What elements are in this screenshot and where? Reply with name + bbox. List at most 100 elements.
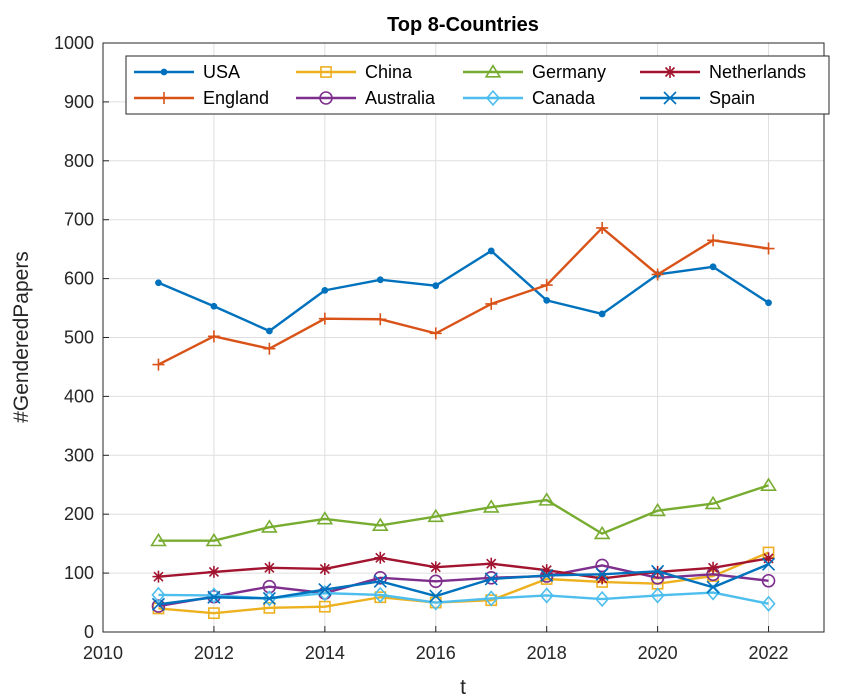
data-point <box>207 565 220 578</box>
legend: USA England China Australia Germany Canada Net… <box>125 55 830 115</box>
data-point <box>318 600 331 613</box>
y-tick-label: 900 <box>64 92 94 112</box>
legend-item-china: China <box>296 62 413 82</box>
data-point <box>650 587 665 604</box>
x-tick-label: 2010 <box>83 643 123 663</box>
data-point <box>371 517 389 531</box>
data-point <box>155 279 162 287</box>
data-point <box>485 297 498 310</box>
data-point <box>150 532 167 547</box>
x-axis-label: t <box>460 676 466 699</box>
data-point <box>432 282 440 290</box>
legend-marker <box>664 66 676 78</box>
series-line <box>157 226 769 366</box>
data-point <box>651 268 664 281</box>
legend-label: Australia <box>365 88 436 108</box>
data-point <box>761 557 776 571</box>
legend-marker <box>319 91 333 105</box>
legend-label: Canada <box>532 88 596 108</box>
data-point <box>318 583 332 597</box>
series-line <box>157 249 770 333</box>
data-point <box>427 508 445 523</box>
legend-label: Spain <box>709 88 755 108</box>
data-point <box>373 574 387 588</box>
data-point <box>208 607 220 620</box>
data-point <box>709 263 717 271</box>
y-axis-label: #GenderedPapers <box>10 251 33 423</box>
data-point <box>151 599 166 613</box>
data-point <box>207 590 221 604</box>
data-point <box>484 590 499 607</box>
data-point <box>765 299 772 307</box>
series-line <box>158 484 769 542</box>
data-point <box>596 572 609 585</box>
legend-item-england: England <box>134 88 269 108</box>
series-germany <box>150 477 777 547</box>
legend-marker <box>160 68 168 76</box>
data-point <box>151 597 166 611</box>
legend-label: Germany <box>532 62 606 82</box>
legend-label: Netherlands <box>709 62 806 82</box>
y-tick-label: 0 <box>84 622 94 642</box>
data-point <box>321 286 329 294</box>
data-point <box>762 552 775 565</box>
data-point <box>263 561 276 574</box>
data-point <box>373 586 388 604</box>
data-point <box>704 495 722 510</box>
data-point <box>540 564 553 577</box>
data-point <box>540 279 553 292</box>
series-line <box>158 556 769 580</box>
y-tick-label: 800 <box>64 151 94 171</box>
data-point <box>205 532 223 547</box>
legend-label: USA <box>203 62 240 82</box>
x-tick-label: 2022 <box>749 643 789 663</box>
data-point <box>762 242 775 255</box>
x-tick-label: 2016 <box>416 643 456 663</box>
y-tick-label: 100 <box>64 563 94 583</box>
legend-marker <box>320 66 332 78</box>
series-line <box>158 564 769 608</box>
legend-item-netherlands: Netherlands <box>640 62 806 82</box>
data-point <box>152 570 165 583</box>
data-point <box>262 591 276 605</box>
series-usa <box>155 247 772 335</box>
series-layer <box>150 221 777 620</box>
legend-item-spain: Spain <box>640 88 755 108</box>
series-spain <box>151 557 776 611</box>
data-point <box>487 247 495 255</box>
y-tick-label: 600 <box>64 269 94 289</box>
data-point <box>265 327 273 335</box>
data-point <box>543 296 551 304</box>
data-point <box>373 571 388 585</box>
data-point <box>152 358 165 371</box>
data-point <box>596 221 609 234</box>
x-tick-label: 2012 <box>194 643 234 663</box>
data-point <box>263 601 276 614</box>
data-point <box>318 312 331 325</box>
legend-item-usa: USA <box>134 62 240 82</box>
data-point <box>262 590 277 607</box>
data-point <box>538 492 556 506</box>
data-point <box>263 342 276 355</box>
x-tick-label: 2018 <box>527 643 567 663</box>
chart-title: Top 8-Countries <box>387 14 539 36</box>
data-point <box>651 564 665 578</box>
data-point <box>484 572 498 586</box>
legend-marker <box>485 89 501 107</box>
legend-marker <box>484 64 502 78</box>
y-tick-label: 300 <box>64 445 94 465</box>
data-point <box>593 525 611 540</box>
data-point <box>374 313 387 326</box>
data-point <box>261 519 278 533</box>
data-point <box>210 302 218 310</box>
data-point <box>707 561 720 574</box>
data-point <box>429 327 442 340</box>
data-point <box>760 477 777 491</box>
legend-label: England <box>203 88 269 108</box>
data-point <box>595 558 609 573</box>
legend-marker <box>158 92 170 104</box>
ticks: 2010 2012 2014 2016 2018 2020 2022 0 100 200 300 40… <box>54 33 789 663</box>
data-point <box>207 330 220 343</box>
x-tick-label: 2020 <box>638 643 678 663</box>
